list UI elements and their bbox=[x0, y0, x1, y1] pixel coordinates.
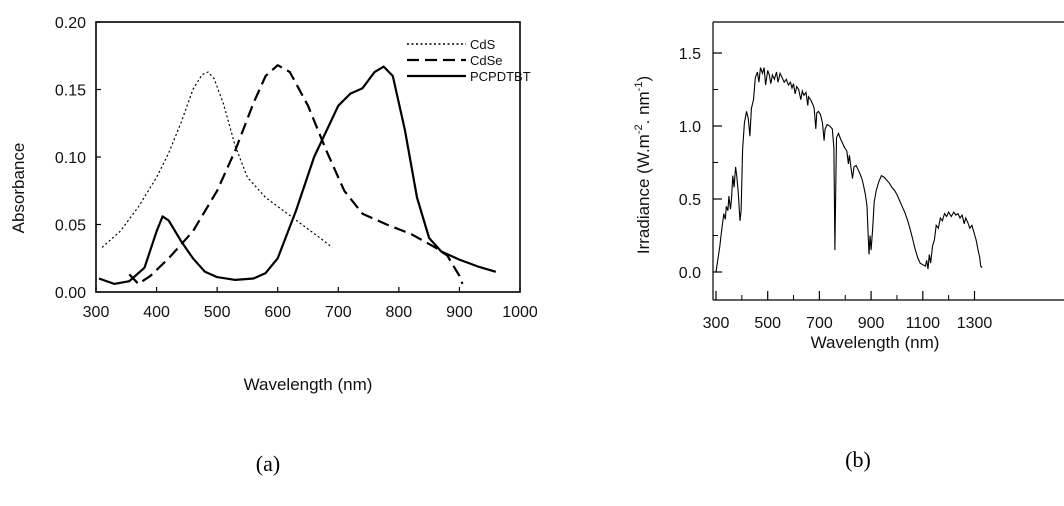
panel-b-caption: (b) bbox=[845, 447, 871, 472]
panel-b-x-tick-label: 700 bbox=[806, 315, 833, 332]
panel-a-x-tick-label: 600 bbox=[264, 304, 291, 321]
panel-a-x-tick-label: 700 bbox=[325, 304, 352, 321]
panel-a-series bbox=[98, 64, 497, 285]
panel-a-x-tick-label: 400 bbox=[143, 304, 170, 321]
series-line-cdse bbox=[128, 64, 464, 285]
panel-a-x-tick-label: 500 bbox=[204, 304, 231, 321]
panel-b-y-tick-label: 1.5 bbox=[679, 46, 701, 63]
panel-a-y-tick-label: 0.20 bbox=[55, 15, 86, 32]
panel-a-plot-frame bbox=[95, 21, 521, 293]
panel-b-chart: 300 500 700 900 1100 1300 0.0 0.5 1.0 1.5 Wavelen… bbox=[633, 21, 1064, 472]
series-line-cds bbox=[101, 71, 333, 248]
panel-b-ticks: 300 500 700 900 1100 1300 0.0 0.5 1.0 1.5 bbox=[679, 46, 993, 332]
panel-a-x-tick-label: 300 bbox=[83, 304, 110, 321]
panel-a-chart: 300 400 500 600 700 800 900 1000 0.00 0.05 0.10 0.1… bbox=[9, 15, 538, 476]
panel-b-x-tick-label: 900 bbox=[858, 315, 885, 332]
legend-label-pcpdtbt: PCPDTBT bbox=[470, 69, 531, 84]
panel-b-y-axis-label: Irradiance (W.m-2. nm-1) bbox=[633, 76, 653, 254]
panel-b-y-tick-label: 0.0 bbox=[679, 265, 701, 282]
panel-a-y-axis-label: Absorbance bbox=[9, 143, 28, 234]
panel-b-x-tick-label: 1300 bbox=[957, 315, 993, 332]
panel-b-x-tick-label: 300 bbox=[703, 315, 730, 332]
panel-a-x-tick-label: 900 bbox=[446, 304, 473, 321]
panel-b-series bbox=[715, 67, 983, 273]
series-line-irradiance bbox=[715, 67, 983, 273]
panel-a-ticks: 300 400 500 600 700 800 900 1000 0.00 0.05 0.10 0.1… bbox=[55, 15, 538, 321]
panel-b-y-tick-label: 1.0 bbox=[679, 119, 701, 136]
panel-b-x-axis-label: Wavelength (nm) bbox=[811, 333, 940, 352]
panel-a-y-tick-label: 0.05 bbox=[55, 218, 86, 235]
series-line-pcpdtbt bbox=[98, 65, 497, 285]
panel-a-x-tick-label: 800 bbox=[386, 304, 413, 321]
legend-label-cds: CdS bbox=[470, 37, 496, 52]
legend-label-cdse: CdSe bbox=[470, 53, 503, 68]
panel-a-y-tick-label: 0.15 bbox=[55, 83, 86, 100]
panel-b-x-tick-label: 1100 bbox=[906, 315, 941, 332]
panel-a-x-tick-label: 1000 bbox=[502, 304, 538, 321]
panel-a-y-tick-label: 0.00 bbox=[55, 285, 86, 302]
panel-a-caption: (a) bbox=[256, 451, 280, 476]
panel-b-y-tick-label: 0.5 bbox=[679, 192, 701, 209]
panel-a-x-axis-label: Wavelength (nm) bbox=[244, 375, 373, 394]
panel-b-x-tick-label: 500 bbox=[754, 315, 781, 332]
panel-a-y-tick-label: 0.10 bbox=[55, 150, 86, 167]
